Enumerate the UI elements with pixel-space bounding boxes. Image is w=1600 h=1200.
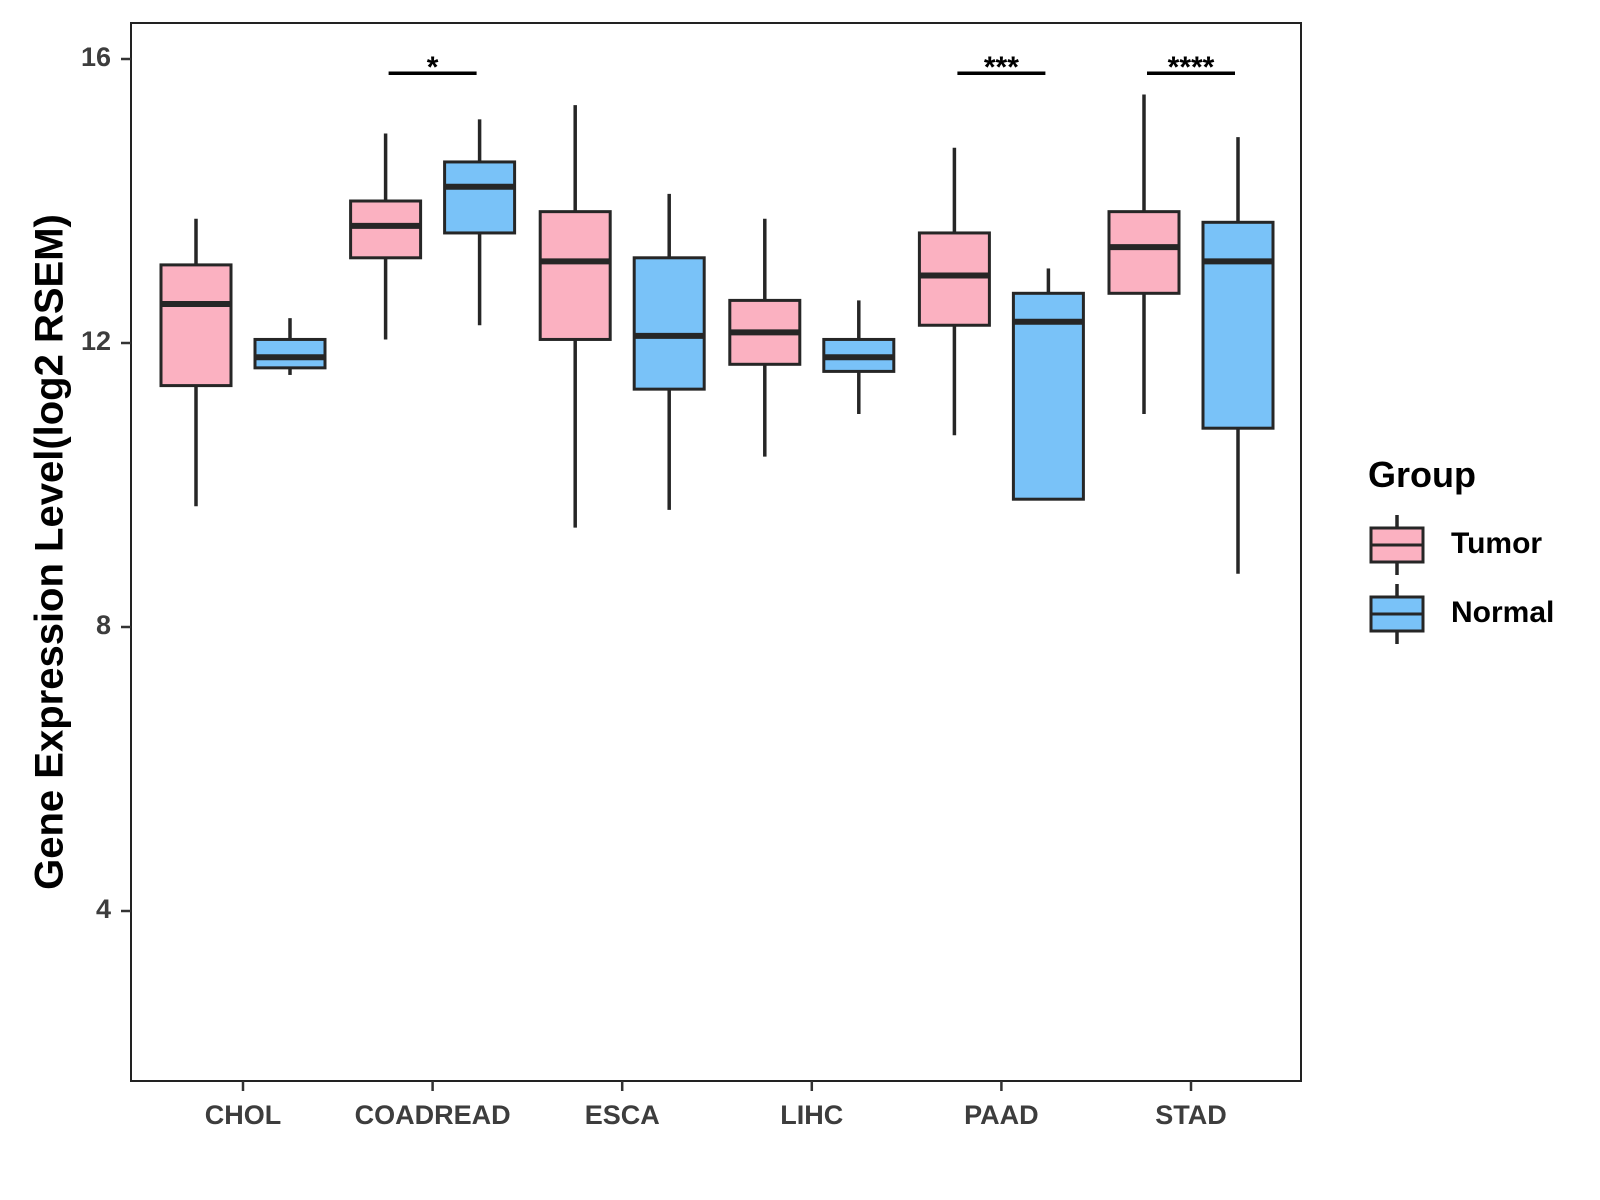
box-normal-chol	[253, 318, 327, 375]
legend-label: Normal	[1451, 596, 1554, 629]
x-tick-label: COADREAD	[355, 1100, 511, 1130]
x-tick-label: LIHC	[780, 1100, 843, 1130]
x-tick-label: PAAD	[964, 1100, 1039, 1130]
box-normal-esca	[632, 193, 706, 510]
boxes	[159, 94, 1275, 574]
box-body	[443, 160, 517, 235]
box-body	[349, 199, 423, 260]
y-axis-title: Gene Expression Level(log2 RSEM)	[28, 214, 72, 890]
significance-label: ****	[1168, 51, 1215, 84]
box-tumor-stad	[1107, 94, 1181, 414]
box-body	[538, 210, 612, 341]
box-tumor-lihc	[728, 218, 802, 457]
legend-label: Tumor	[1451, 527, 1542, 560]
y-tick-label: 4	[96, 894, 111, 924]
box-normal-stad	[1201, 137, 1275, 574]
box-tumor-coadread	[349, 133, 423, 340]
box-body	[1201, 220, 1275, 430]
x-axis: CHOL COADREAD ESCA LIHC PAAD STAD	[205, 1081, 1227, 1130]
box-tumor-paad	[917, 147, 991, 436]
y-tick-label: 8	[96, 610, 111, 640]
box-tumor-esca	[538, 105, 612, 528]
legend: Group Tumor Normal	[1368, 454, 1554, 644]
box-body	[632, 256, 706, 391]
significance-annotations: * *** ****	[388, 51, 1235, 84]
y-tick-label: 12	[81, 326, 111, 356]
legend-item-normal: Normal	[1369, 584, 1554, 644]
y-tick-label: 16	[81, 42, 111, 72]
box-body	[253, 337, 327, 370]
box-body	[1011, 291, 1085, 501]
significance-label: ***	[984, 51, 1019, 84]
y-axis: 4 8 12 16	[81, 42, 131, 924]
legend-title: Group	[1368, 454, 1476, 495]
x-tick-label: STAD	[1155, 1100, 1227, 1130]
plot-panel	[130, 22, 1302, 1082]
legend-item-tumor: Tumor	[1369, 515, 1542, 575]
box-normal-paad	[1011, 268, 1085, 501]
box-normal-coadread	[443, 119, 517, 326]
x-tick-label: ESCA	[585, 1100, 660, 1130]
box-body	[917, 231, 991, 327]
significance-label: *	[427, 51, 439, 84]
box-body	[159, 263, 233, 388]
box-normal-lihc	[822, 300, 896, 414]
box-tumor-chol	[159, 218, 233, 507]
x-tick-label: CHOL	[205, 1100, 282, 1130]
box-body	[1107, 210, 1181, 295]
